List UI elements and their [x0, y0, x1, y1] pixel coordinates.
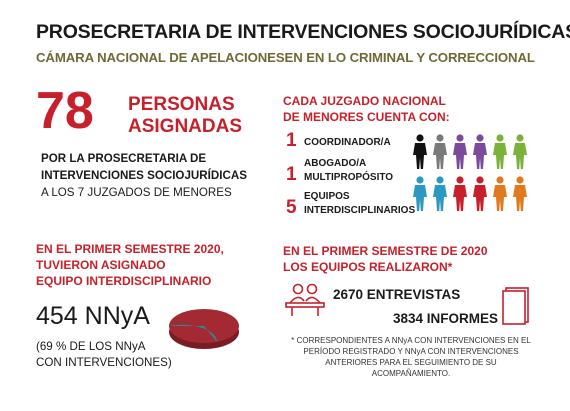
teams-count: 5 [286, 197, 297, 218]
lawyer-count: 1 [286, 164, 297, 185]
assigned-desc-line2: INTERVENCIONES SOCIOJURÍDICAS [41, 169, 247, 182]
teams-label-line2: INTERDISCIPLINARIOS [304, 205, 416, 216]
footnote-line1: * CORRESPONDIENTES A NNyA CON INTERVENCI… [291, 336, 531, 345]
team-people-icons [413, 134, 527, 211]
person-icon [493, 134, 507, 169]
person-icon [453, 176, 467, 211]
interviews-stat: 2670 ENTREVISTAS [333, 287, 461, 302]
coordinator-count: 1 [286, 130, 297, 151]
person-icon [413, 134, 427, 169]
reports-stat: 3834 INFORMES [393, 311, 499, 326]
nnya-pie-chart [169, 309, 239, 349]
teams-label-line1: EQUIPOS [304, 191, 350, 202]
assigned-label-line1: PERSONAS [128, 94, 235, 115]
lawyer-label-line2: MULTIPROPÓSITO [304, 172, 394, 183]
assigned-desc-line1: POR LA PROSECRETARIA DE [41, 152, 207, 165]
person-icon [433, 176, 447, 211]
court-heading-line1: CADA JUZGADO NACIONAL [283, 94, 446, 108]
person-icon [413, 176, 427, 211]
semester-heading-left-line1: EN EL PRIMER SEMESTRE 2020, [36, 242, 224, 256]
person-icon [453, 134, 467, 169]
interview-icon [285, 283, 325, 316]
person-icon [513, 176, 527, 211]
person-icon [493, 176, 507, 211]
assigned-count: 78 [36, 82, 94, 140]
assigned-label-line2: ASIGNADAS [128, 116, 243, 137]
nnya-percent-line1: (69 % DE LOS NNyA [36, 340, 146, 353]
assigned-desc-line3: A LOS 7 JUZGADOS DE MENORES [41, 186, 232, 199]
person-icon [473, 176, 487, 211]
page-subtitle: CÁMARA NACIONAL DE APELACIONESEN EN LO C… [36, 50, 535, 65]
page-title: PROSECRETARIA DE INTERVENCIONES SOCIOJUR… [36, 21, 570, 43]
semester-heading-left-line2: TUVIERON ASIGNADO [36, 258, 166, 272]
footnote: * CORRESPONDIENTES A NNyA CON INTERVENCI… [286, 335, 536, 379]
semester-heading-right: EN EL PRIMER SEMESTRE DE 2020 LOS EQUIPO… [283, 243, 488, 275]
coordinator-label: COORDINADOR/A [304, 137, 391, 148]
court-heading: CADA JUZGADO NACIONAL DE MENORES CUENTA … [283, 93, 450, 125]
semester-heading-right-line1: EN EL PRIMER SEMESTRE DE 2020 [283, 244, 488, 258]
document-icon [502, 287, 529, 325]
person-icon [513, 134, 527, 169]
person-icon [473, 134, 487, 169]
lawyer-label-line1: ABOGADO/A [304, 158, 367, 169]
footnote-line2: PERÍODO REGISTRADO Y NNyA CON INTERVENCI… [303, 347, 519, 356]
assigned-label: PERSONAS ASIGNADAS [128, 94, 243, 138]
semester-heading-left: EN EL PRIMER SEMESTRE 2020, TUVIERON ASI… [36, 241, 224, 289]
semester-heading-right-line2: LOS EQUIPOS REALIZARON* [283, 260, 453, 274]
semester-heading-left-line3: EQUIPO INTERDISCIPLINARIO [36, 274, 212, 288]
person-icon [433, 134, 447, 169]
court-heading-line2: DE MENORES CUENTA CON: [283, 110, 450, 124]
nnya-percent-line2: CON INTERVENCIONES) [36, 356, 172, 369]
nnya-value: 454 NNyA [36, 302, 150, 330]
footnote-line3: ANTERIORES PARA EL SEGUIMIENTO DE SU ACO… [325, 358, 497, 378]
